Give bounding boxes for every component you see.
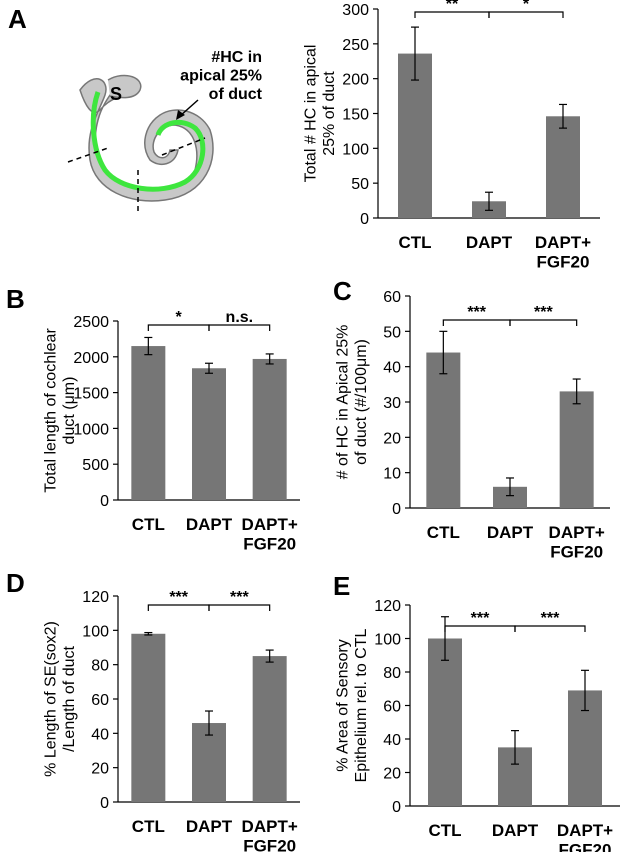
- y-tick-label: 0: [100, 795, 109, 812]
- x-tick-label: DAPT+ FGF20: [242, 515, 298, 554]
- y-tick-label: 0: [100, 493, 109, 510]
- y-tick-label: 250: [342, 37, 369, 54]
- significance-label: ***: [541, 610, 560, 627]
- y-tick-label: 0: [392, 799, 401, 816]
- significance-bracket: [208, 324, 271, 331]
- y-tick-label: 1000: [73, 421, 109, 438]
- saccule-label: S: [110, 84, 122, 104]
- significance-label: *: [523, 0, 530, 13]
- y-tick-label: 2500: [73, 314, 109, 331]
- significance-label: *: [176, 309, 183, 326]
- bar: [252, 358, 287, 500]
- y-tick-label: 20: [91, 761, 109, 778]
- bar: [546, 116, 580, 218]
- significance-label: ***: [230, 589, 249, 606]
- significance-label: ***: [534, 304, 553, 321]
- x-tick-label: CTL: [132, 817, 165, 836]
- x-tick-label: DAPT: [466, 233, 513, 252]
- y-axis-label: % Length of SE(sox2)/Length of duct: [42, 621, 77, 777]
- x-tick-label: DAPT+ FGF20: [549, 523, 605, 562]
- x-tick-label: DAPT+ FGF20: [242, 817, 298, 852]
- y-tick-label: 100: [82, 623, 109, 640]
- y-tick-label: 100: [374, 632, 401, 649]
- significance-label: ***: [471, 610, 490, 627]
- y-tick-label: 1500: [73, 386, 109, 403]
- y-tick-label: 120: [82, 589, 109, 606]
- y-tick-label: 60: [383, 289, 401, 306]
- y-tick-label: 20: [383, 430, 401, 447]
- bar: [559, 391, 594, 508]
- y-tick-label: 0: [392, 501, 401, 518]
- cochlea-diagram: S #HC in apical 25% of duct: [67, 49, 263, 212]
- saccule: [107, 74, 142, 99]
- y-axis-label: Total length of cochlearduct (μm): [42, 328, 77, 493]
- y-tick-label: 60: [91, 692, 109, 709]
- y-tick-label: 60: [383, 699, 401, 716]
- significance-label: **: [446, 0, 459, 13]
- significance-bracket: [514, 625, 586, 632]
- y-tick-label: 40: [383, 360, 401, 377]
- significance-bracket: [488, 11, 564, 18]
- bar: [398, 53, 432, 218]
- panel-letter: D: [6, 568, 25, 598]
- x-tick-label: DAPT: [487, 523, 534, 542]
- x-tick-label: CTL: [132, 515, 165, 534]
- bar: [131, 346, 166, 500]
- y-tick-label: 2000: [73, 350, 109, 367]
- bar: [252, 656, 287, 802]
- duct: [79, 78, 214, 202]
- diagram-label: #HC in apical 25% of duct: [180, 49, 262, 103]
- x-tick-label: DAPT: [186, 515, 233, 534]
- significance-label: n.s.: [226, 309, 254, 326]
- x-tick-label: DAPT+ FGF20: [557, 821, 613, 852]
- panel-letter: C: [333, 276, 352, 306]
- x-tick-label: DAPT: [492, 821, 539, 840]
- bar: [192, 723, 226, 802]
- sensory-epithelium: [90, 91, 206, 192]
- x-tick-label: CTL: [398, 233, 431, 252]
- y-tick-label: 0: [360, 211, 369, 228]
- y-tick-label: 80: [91, 658, 109, 675]
- x-tick-label: DAPT+ FGF20: [535, 233, 591, 272]
- bar: [493, 486, 527, 508]
- y-tick-label: 30: [383, 395, 401, 412]
- bar: [192, 368, 226, 500]
- y-tick-label: 10: [383, 466, 401, 483]
- significance-bracket: [509, 319, 578, 326]
- bar: [131, 633, 166, 802]
- significance-label: ***: [169, 589, 188, 606]
- bar: [428, 638, 462, 806]
- y-tick-label: 150: [342, 107, 369, 124]
- y-tick-label: 50: [351, 176, 369, 193]
- y-axis-label: % Area of SensoryEpithelium rel. to CTL: [334, 628, 369, 782]
- y-axis-label: Total # HC in apical25% of duct: [302, 45, 337, 183]
- x-tick-label: DAPT: [186, 817, 233, 836]
- panel-letter: A: [8, 4, 27, 34]
- cut-line: [161, 137, 206, 156]
- y-tick-label: 200: [342, 72, 369, 89]
- y-tick-label: 50: [383, 324, 401, 341]
- significance-bracket: [208, 604, 271, 611]
- y-tick-label: 300: [342, 2, 369, 19]
- y-tick-label: 120: [374, 598, 401, 615]
- y-tick-label: 100: [342, 141, 369, 158]
- y-tick-label: 40: [91, 726, 109, 743]
- significance-label: ***: [467, 304, 486, 321]
- y-tick-label: 80: [383, 665, 401, 682]
- y-tick-label: 500: [82, 457, 109, 474]
- arrow: [179, 99, 199, 117]
- cut-line: [67, 147, 109, 163]
- y-axis-label: # of HC in Apical 25%of duct (#/100μm): [334, 325, 369, 480]
- panel-letter: E: [333, 571, 350, 601]
- bar: [426, 352, 461, 508]
- arrow-head: [176, 110, 185, 120]
- panel-letter: B: [6, 284, 25, 314]
- y-tick-label: 40: [383, 732, 401, 749]
- y-tick-label: 20: [383, 766, 401, 783]
- x-tick-label: CTL: [427, 523, 460, 542]
- x-tick-label: CTL: [428, 821, 461, 840]
